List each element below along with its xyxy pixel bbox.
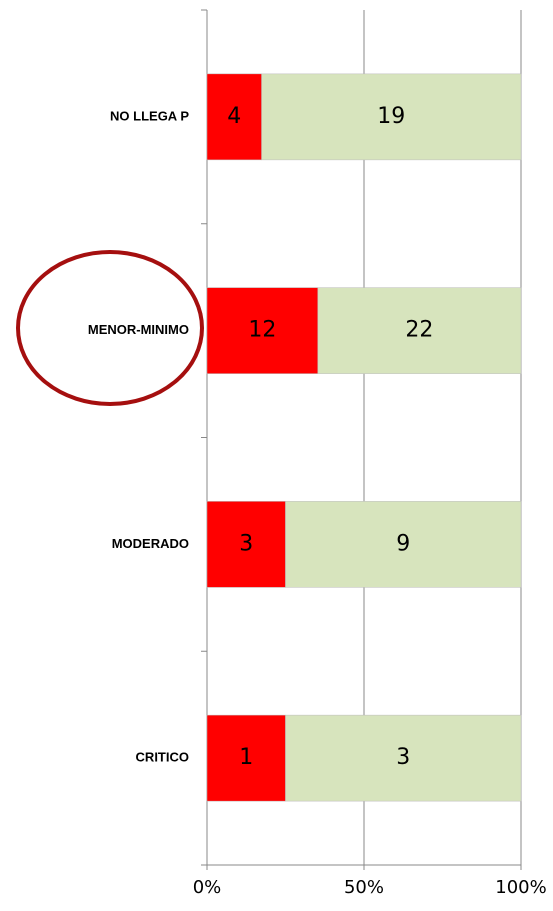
highlight-ellipse <box>16 250 204 406</box>
bar-segment <box>206 287 319 374</box>
x-tick-label: 0% <box>193 877 222 898</box>
bar-segment <box>206 501 286 588</box>
bar-segment <box>206 73 262 161</box>
data-label: 9 <box>396 531 410 556</box>
data-label: 19 <box>377 104 405 129</box>
bar-segment <box>261 73 522 161</box>
x-tick-label: 100% <box>495 877 546 898</box>
bar-segment <box>285 714 522 802</box>
y-tick-label: NO LLEGA P <box>110 108 189 123</box>
data-label: 3 <box>239 531 253 556</box>
data-label: 1 <box>239 745 253 770</box>
bar-segment <box>317 287 522 374</box>
bar-segment <box>206 714 286 802</box>
y-tick-label: MODERADO <box>112 536 189 551</box>
data-label: 4 <box>227 104 241 129</box>
y-tick-label: CRITICO <box>136 750 189 765</box>
bar-segment <box>285 501 522 588</box>
data-label: 12 <box>248 318 276 343</box>
x-tick-label: 50% <box>344 877 384 898</box>
data-label: 3 <box>396 745 410 770</box>
data-label: 22 <box>405 318 433 343</box>
y-tick-label: MENOR-MINIMO <box>88 322 189 337</box>
